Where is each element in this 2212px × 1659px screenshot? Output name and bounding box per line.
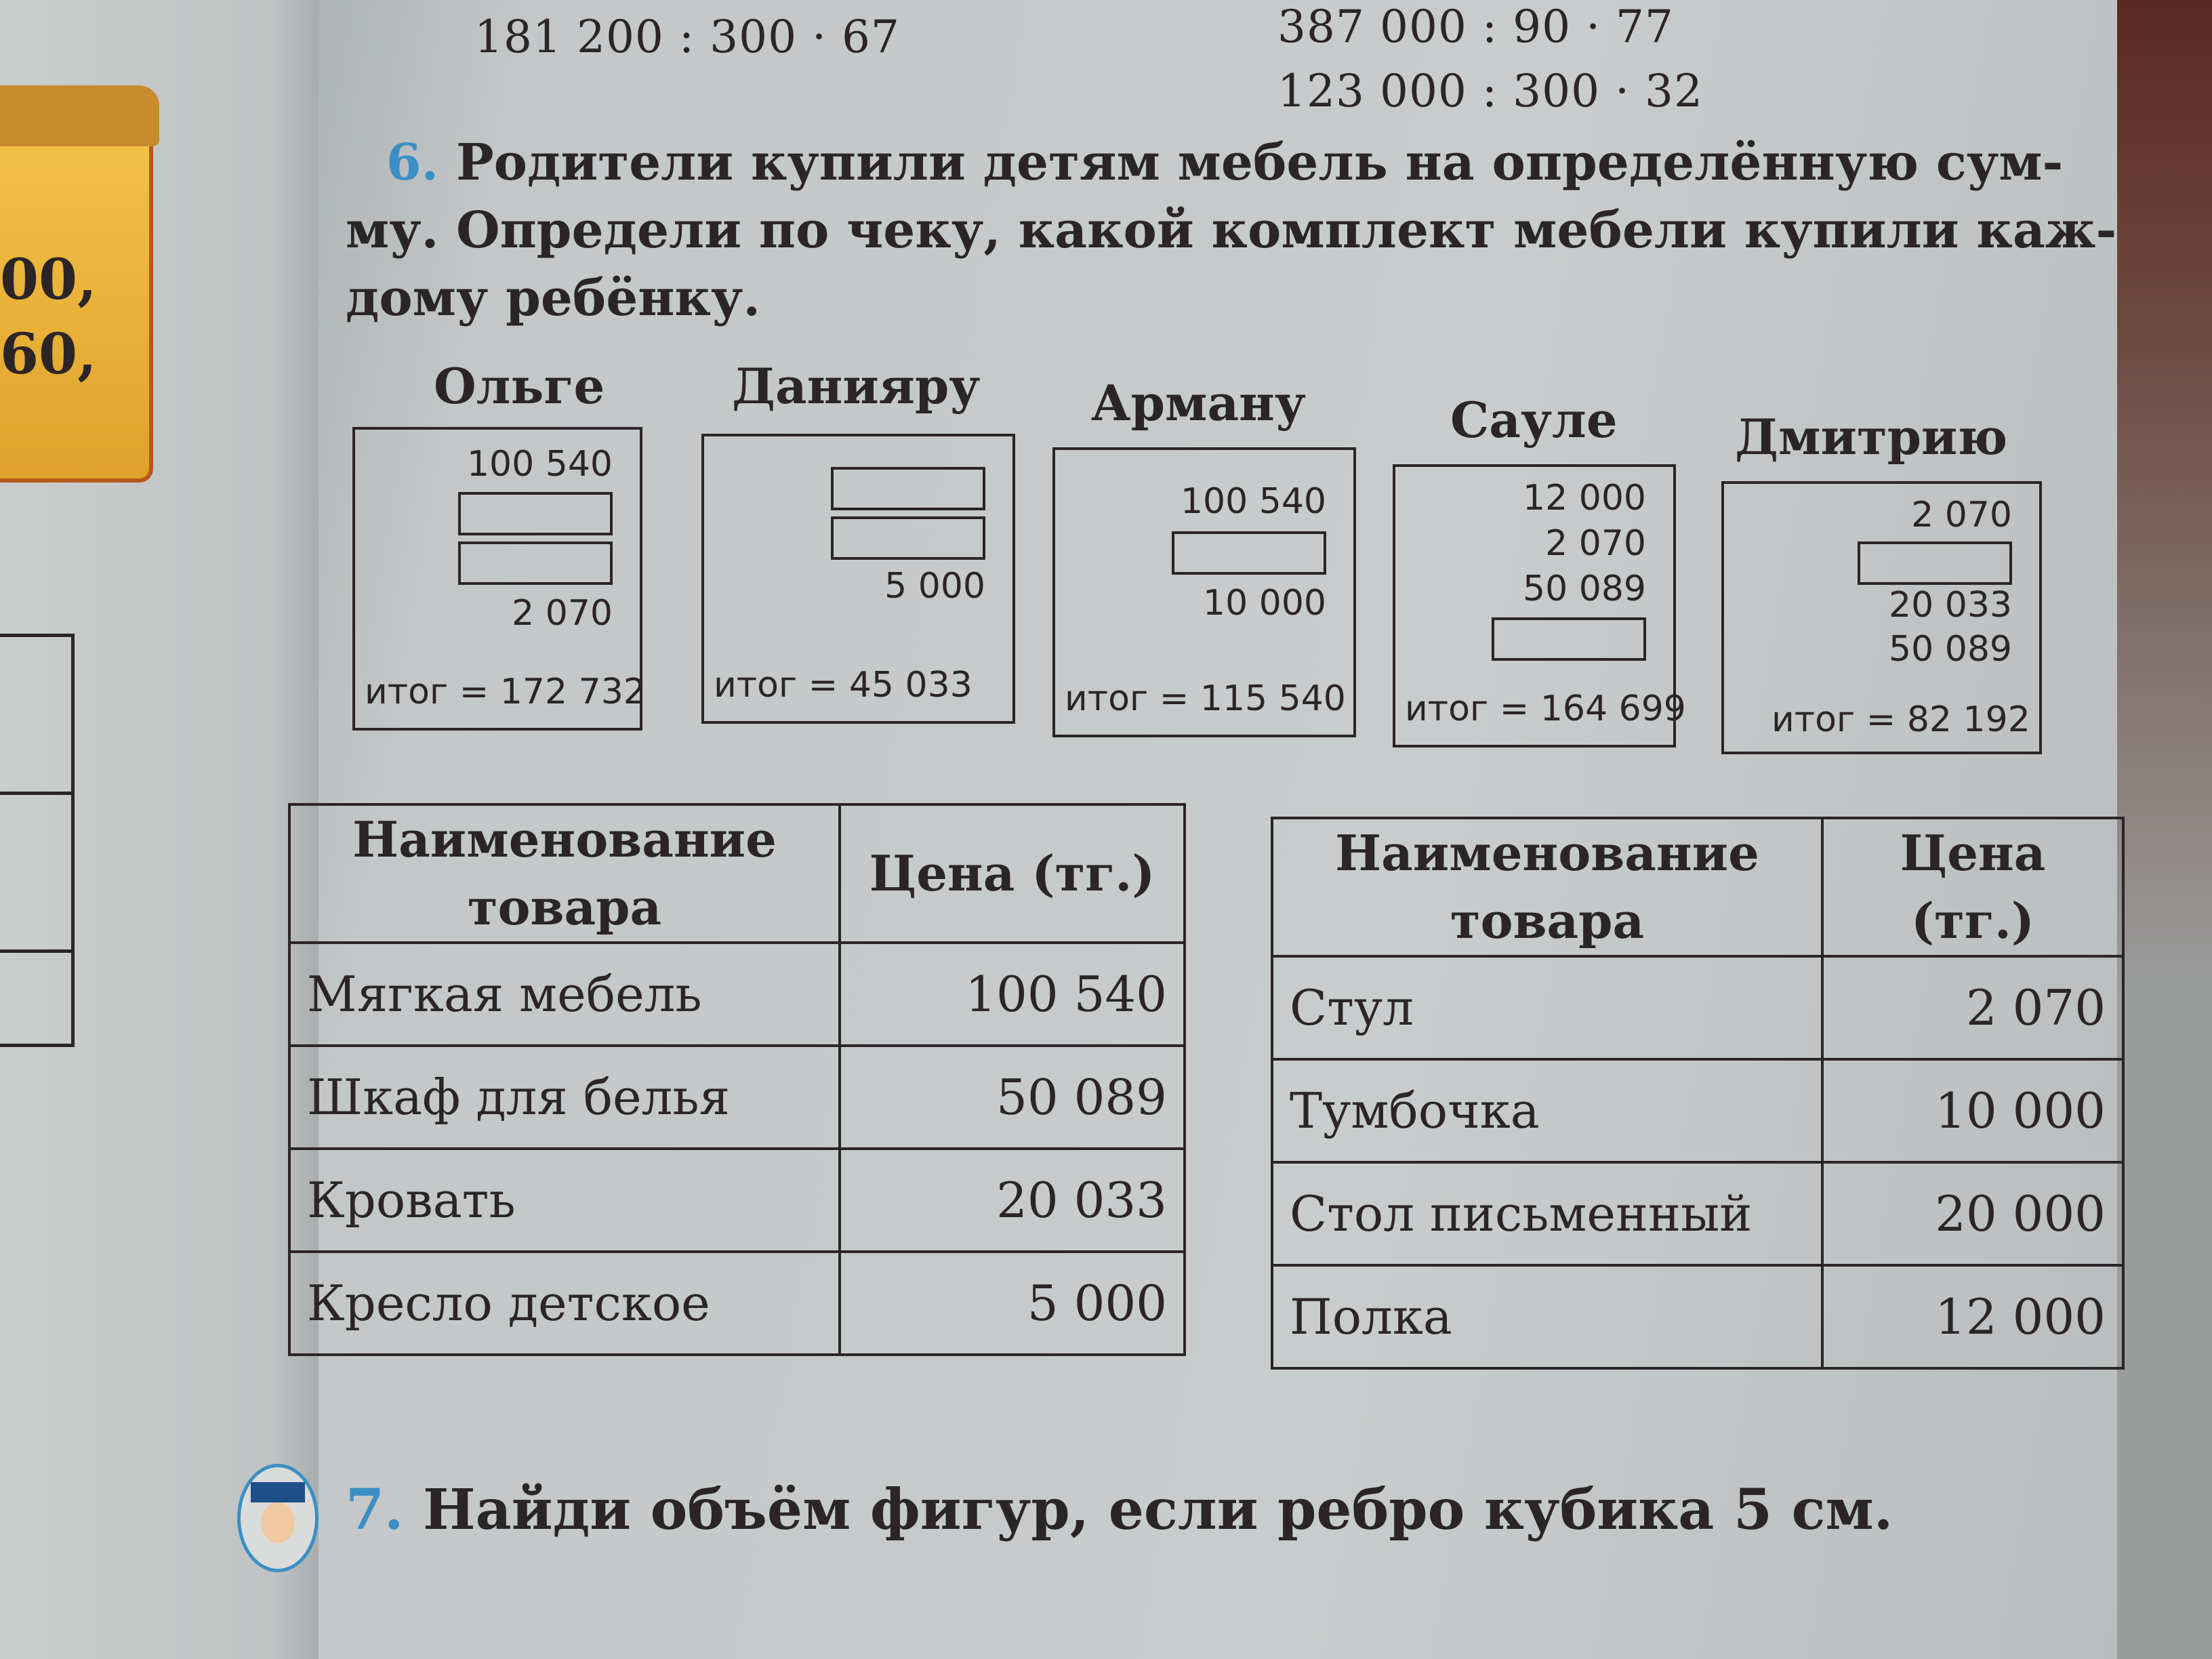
- receipt-item: 20 033: [1889, 585, 2012, 626]
- left-page-table: [0, 634, 75, 1047]
- receipt-arman: 100 540 10 000 итог = 115 540: [1052, 447, 1356, 737]
- fragment-text: 00,: [0, 247, 97, 312]
- receipt-total: итог = 45 033: [714, 665, 972, 705]
- table-row: Мягкая мебель 100 540: [288, 941, 1186, 1047]
- answer-box[interactable]: [1492, 617, 1646, 661]
- task-number: 6.: [386, 134, 439, 192]
- table-row: Полка 12 000: [1271, 1264, 2125, 1370]
- item-name: Мягкая мебель: [288, 941, 841, 1047]
- item-price: 100 540: [838, 941, 1186, 1047]
- graduation-cap-icon: [251, 1482, 305, 1502]
- receipt-item: 100 540: [466, 444, 613, 485]
- receipt-total: итог = 164 699: [1405, 689, 1686, 729]
- table-header-row: Наименование товара Цена (тг.): [1271, 817, 2125, 958]
- item-name: Кровать: [288, 1147, 841, 1253]
- receipt-item: 2 070: [1911, 495, 2012, 535]
- item-name: Стул: [1271, 955, 1824, 1061]
- receipt-name: Арману: [1091, 374, 1306, 432]
- expression: 123 000 : 300 · 32: [1277, 65, 1704, 117]
- receipt-total: итог = 82 192: [1771, 699, 2030, 740]
- fragment-text: 60,: [0, 322, 97, 387]
- item-name: Шкаф для белья: [288, 1044, 841, 1150]
- item-price: 10 000: [1821, 1058, 2125, 1164]
- item-name: Тумбочка: [1271, 1058, 1824, 1164]
- receipt-item: 50 089: [1889, 629, 2012, 670]
- receipt-name: Данияру: [732, 357, 981, 415]
- receipt-name: Ольге: [434, 357, 605, 415]
- receipt-item: 2 070: [512, 593, 613, 634]
- book-cover-edge: [2117, 0, 2212, 1659]
- table-row: Стол письменный 20 000: [1271, 1161, 2125, 1267]
- receipt-dmitriy: 2 070 20 033 50 089 итог = 82 192: [1721, 481, 2042, 754]
- column-header: Цена (тг.): [1821, 817, 2125, 958]
- item-price: 5 000: [838, 1250, 1186, 1356]
- table-row: Шкаф для белья 50 089: [288, 1044, 1186, 1150]
- task-text: му. Определи по чеку, какой комплект меб…: [346, 201, 2117, 260]
- item-price: 50 089: [838, 1044, 1186, 1150]
- receipt-total: итог = 115 540: [1065, 678, 1346, 719]
- receipt-daniyar: 5 000 итог = 45 033: [701, 434, 1015, 724]
- receipt-item: 12 000: [1523, 478, 1646, 518]
- task-text: дому ребёнку.: [346, 269, 761, 327]
- answer-box[interactable]: [1858, 541, 2012, 585]
- face-icon: [261, 1502, 295, 1543]
- receipt-item: 50 089: [1523, 569, 1646, 609]
- task-7: 7. Найди объём фигур, если ребро кубика …: [346, 1477, 1893, 1542]
- receipt-name: Дмитрию: [1735, 408, 2008, 466]
- student-icon: [237, 1464, 319, 1572]
- item-price: 20 000: [1821, 1161, 2125, 1267]
- expression: 181 200 : 300 · 67: [474, 11, 901, 63]
- item-price: 12 000: [1821, 1264, 2125, 1370]
- price-table-right: Наименование товара Цена (тг.) Стул 2 070…: [1271, 817, 2125, 1370]
- price-table-left: Наименование товара Цена (тг.) Мягкая ме…: [288, 803, 1186, 1356]
- receipt-saule: 12 000 2 070 50 089 итог = 164 699: [1393, 464, 1686, 747]
- expression: 387 000 : 90 · 77: [1277, 1, 1675, 53]
- item-name: Полка: [1271, 1264, 1824, 1370]
- answer-box[interactable]: [1172, 531, 1326, 575]
- receipt-total: итог = 172 732: [365, 672, 646, 712]
- receipt-name: Сауле: [1450, 391, 1618, 449]
- receipt-item: 10 000: [1203, 583, 1326, 623]
- answer-box[interactable]: [458, 541, 613, 585]
- receipt-item: 2 070: [1545, 523, 1646, 564]
- receipt-olga: 100 540 2 070 итог = 172 732: [352, 427, 646, 731]
- column-header: Наименование товара: [1271, 817, 1824, 958]
- item-name: Стол письменный: [1271, 1161, 1824, 1267]
- treasure-chest-illustration: 00, 60,: [0, 85, 159, 483]
- column-header: Наименование товара: [288, 803, 841, 944]
- task-text: Найди объём фигур, если ребро кубика 5 с…: [423, 1477, 1893, 1542]
- task-6: 6. Родители купили детям мебель на опред…: [346, 129, 2116, 332]
- answer-box[interactable]: [831, 516, 985, 560]
- item-price: 20 033: [838, 1147, 1186, 1253]
- answer-box[interactable]: [458, 492, 613, 535]
- answer-box[interactable]: [831, 467, 985, 510]
- task-number: 7.: [346, 1477, 404, 1542]
- table-row: Кровать 20 033: [288, 1147, 1186, 1253]
- table-row: Стул 2 070: [1271, 955, 2125, 1061]
- table-header-row: Наименование товара Цена (тг.): [288, 803, 1186, 944]
- receipt-item: 5 000: [884, 566, 985, 607]
- receipt-item: 100 540: [1180, 481, 1326, 522]
- item-price: 2 070: [1821, 955, 2125, 1061]
- table-row: Кресло детское 5 000: [288, 1250, 1186, 1356]
- left-page: 00, 60,: [0, 0, 339, 1659]
- task-text: Родители купили детям мебель на определё…: [456, 134, 2064, 192]
- table-row: Тумбочка 10 000: [1271, 1058, 2125, 1164]
- chest-lid: [0, 85, 159, 146]
- item-name: Кресло детское: [288, 1250, 841, 1356]
- column-header: Цена (тг.): [838, 803, 1186, 944]
